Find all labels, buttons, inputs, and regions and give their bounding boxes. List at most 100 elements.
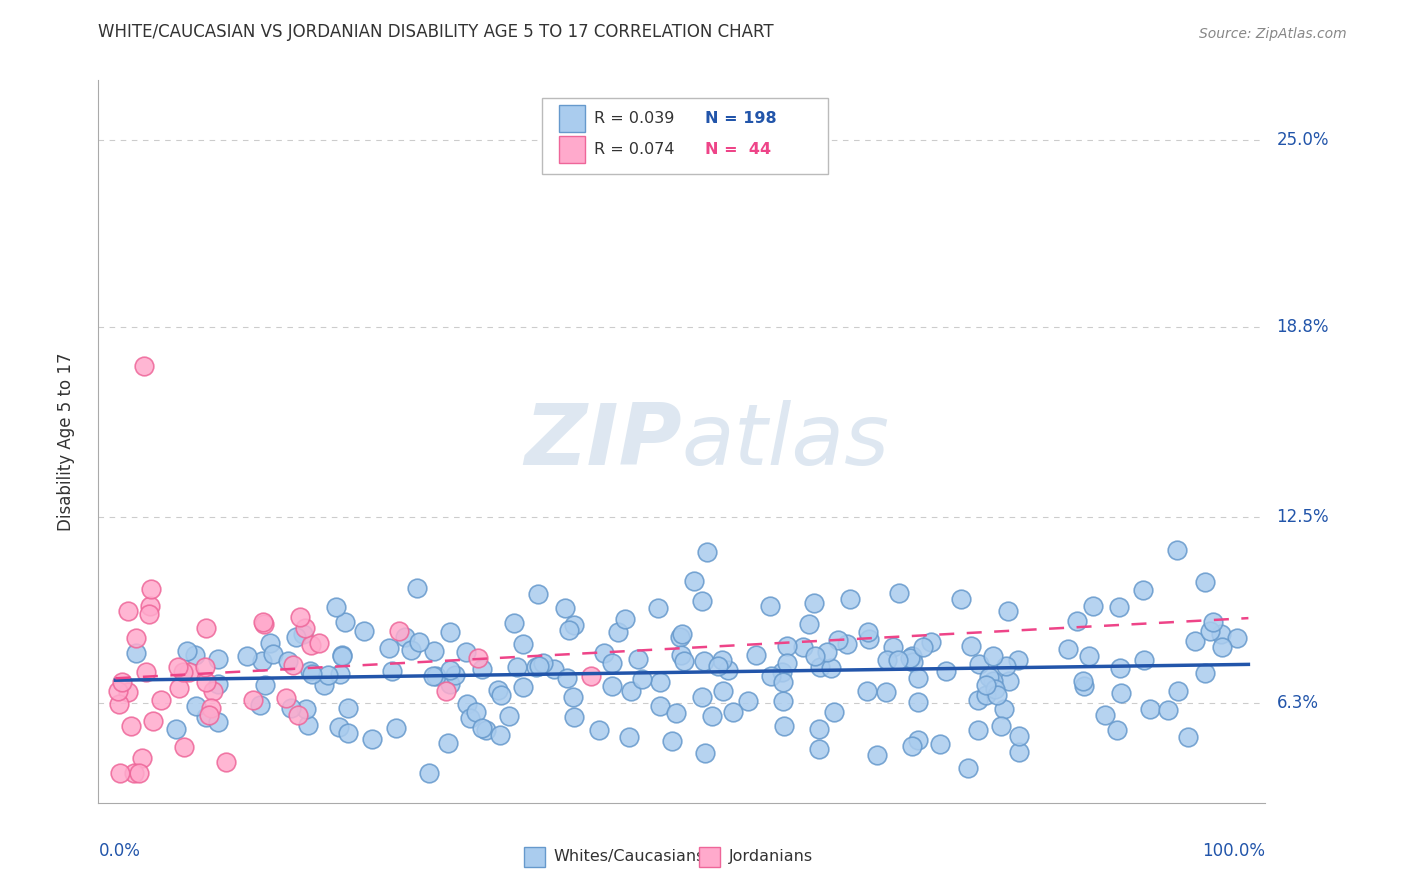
Point	[215, 755, 238, 769]
Point	[856, 625, 879, 640]
Point	[967, 692, 990, 706]
Point	[901, 656, 924, 670]
Point	[1167, 684, 1189, 698]
Point	[467, 651, 489, 665]
Point	[506, 660, 529, 674]
Point	[194, 674, 217, 689]
Point	[474, 723, 496, 737]
Point	[207, 652, 229, 666]
Point	[912, 640, 935, 655]
Point	[242, 692, 264, 706]
Text: Jordanians: Jordanians	[728, 849, 813, 864]
Text: 12.5%: 12.5%	[1277, 508, 1329, 525]
Point	[797, 617, 820, 632]
Point	[619, 730, 641, 744]
Point	[314, 678, 336, 692]
Point	[672, 654, 695, 668]
Point	[335, 615, 357, 629]
Point	[669, 630, 692, 644]
Point	[394, 631, 416, 645]
Point	[1077, 648, 1099, 663]
Point	[491, 688, 513, 702]
Point	[252, 615, 274, 630]
Point	[977, 670, 1000, 684]
Point	[406, 582, 429, 596]
FancyBboxPatch shape	[560, 105, 585, 132]
Point	[627, 651, 650, 665]
Point	[1081, 599, 1104, 613]
Point	[458, 710, 481, 724]
Point	[131, 750, 153, 764]
Text: 0.0%: 0.0%	[98, 842, 141, 860]
Point	[815, 645, 838, 659]
Point	[588, 723, 610, 738]
Point	[125, 632, 148, 646]
Point	[1108, 599, 1130, 614]
Point	[316, 668, 339, 682]
Point	[792, 640, 814, 655]
Point	[167, 660, 190, 674]
Point	[1073, 679, 1095, 693]
Point	[721, 705, 744, 719]
Point	[949, 592, 972, 607]
Point	[693, 746, 716, 760]
Point	[803, 649, 825, 664]
Point	[1139, 702, 1161, 716]
Text: R = 0.074: R = 0.074	[595, 142, 675, 157]
Point	[512, 637, 534, 651]
Point	[995, 658, 1018, 673]
Point	[111, 675, 134, 690]
Point	[531, 656, 554, 670]
Point	[997, 673, 1019, 688]
Point	[856, 684, 879, 698]
Text: N = 198: N = 198	[706, 112, 778, 126]
Point	[108, 765, 131, 780]
Point	[299, 638, 322, 652]
Point	[898, 651, 921, 665]
Point	[512, 681, 534, 695]
Point	[671, 627, 693, 641]
Point	[827, 632, 849, 647]
Point	[1066, 614, 1088, 628]
Point	[707, 659, 730, 673]
Point	[471, 662, 494, 676]
Point	[184, 648, 207, 663]
Point	[838, 592, 860, 607]
Text: ZIP: ZIP	[524, 400, 682, 483]
Point	[683, 574, 706, 588]
Point	[207, 677, 229, 691]
Point	[1132, 583, 1154, 598]
Point	[986, 689, 1008, 703]
FancyBboxPatch shape	[524, 847, 546, 867]
Point	[1202, 615, 1225, 629]
Point	[353, 624, 375, 638]
Point	[737, 694, 759, 708]
Point	[179, 665, 201, 679]
Point	[301, 667, 323, 681]
Point	[711, 684, 734, 698]
Point	[993, 701, 1015, 715]
Point	[290, 610, 312, 624]
Point	[1157, 703, 1180, 717]
Point	[381, 664, 404, 678]
Point	[1211, 627, 1233, 641]
Point	[337, 701, 360, 715]
Point	[274, 690, 297, 705]
Point	[388, 624, 411, 639]
Point	[1184, 634, 1206, 648]
Point	[997, 604, 1019, 618]
Point	[195, 621, 218, 635]
Point	[277, 654, 299, 668]
Point	[439, 624, 461, 639]
Point	[690, 593, 713, 607]
Point	[600, 679, 623, 693]
Point	[408, 634, 430, 648]
Point	[108, 697, 131, 711]
Point	[422, 668, 444, 682]
Text: N =  44: N = 44	[706, 142, 772, 157]
Point	[132, 359, 155, 374]
Point	[135, 665, 157, 679]
Point	[920, 634, 942, 648]
Point	[1008, 730, 1031, 744]
Point	[498, 708, 520, 723]
